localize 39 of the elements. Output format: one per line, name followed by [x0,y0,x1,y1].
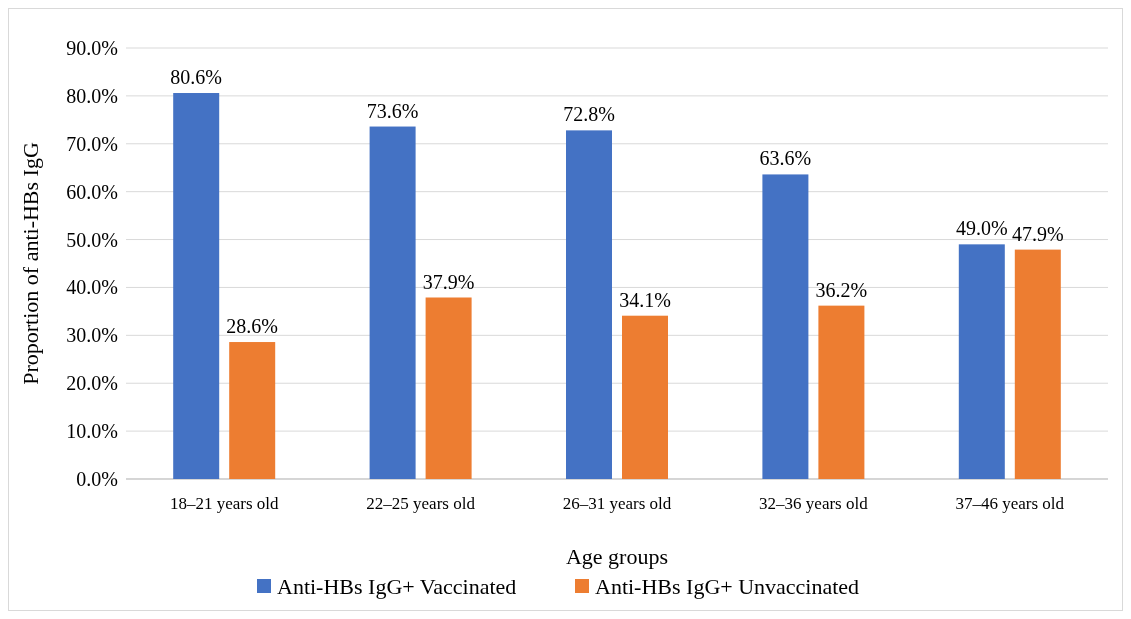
bar [1014,249,1061,479]
y-axis-title: Proportion of anti-HBs IgG [18,142,43,385]
bar [173,93,220,479]
bar [622,315,668,479]
y-tick-label: 20.0% [66,372,118,395]
y-tick-label: 30.0% [66,324,118,347]
bar [566,130,612,479]
data-label: 63.6% [759,147,812,170]
y-tick-label: 90.0% [66,37,118,59]
data-label: 37.9% [422,270,475,293]
data-label: 80.6% [170,66,223,89]
data-label: 72.8% [563,103,615,126]
x-axis-title: Age groups [565,544,669,569]
data-label: 47.9% [1011,222,1064,245]
legend-label: Anti-HBs IgG+ Unvaccinated [595,573,860,599]
x-tick-label: 18–21 years old [169,494,279,513]
x-tick-label: 26–31 years old [562,494,672,513]
data-label: 36.2% [815,278,868,301]
data-label: 34.1% [619,288,671,311]
y-tick-label: 80.0% [66,84,118,107]
bar [425,297,472,479]
bar [762,174,809,479]
y-tick-label: 70.0% [66,132,118,155]
y-tick-label: 60.0% [66,180,118,203]
data-label: 49.0% [955,217,1008,240]
bar [369,126,416,479]
x-tick-label: 32–36 years old [759,494,869,513]
y-tick-label: 0.0% [76,468,118,490]
bar [958,244,1005,479]
bar [818,305,865,479]
y-tick-label: 10.0% [66,420,118,443]
y-tick-label: 40.0% [66,276,118,299]
x-tick-label: 22–25 years old [366,494,476,513]
bar [229,342,276,479]
y-tick-label: 50.0% [66,228,118,251]
data-label: 73.6% [366,99,419,122]
x-tick-label: 37–46 years old [955,494,1065,513]
data-label: 28.6% [226,315,279,338]
legend-label: Anti-HBs IgG+ Vaccinated [277,573,517,599]
